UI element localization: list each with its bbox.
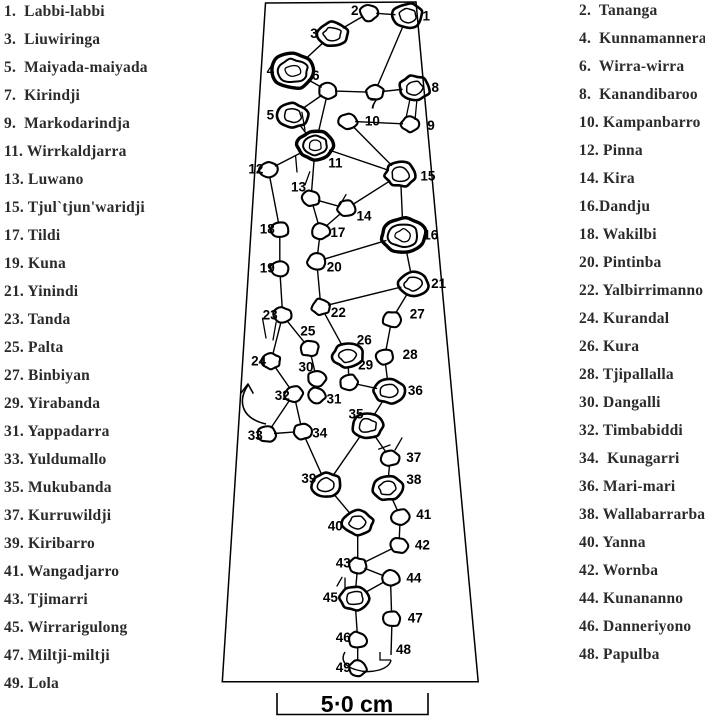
svg-text:31: 31 xyxy=(327,391,343,406)
svg-text:12: 12 xyxy=(248,162,263,177)
svg-text:18: 18 xyxy=(260,222,276,237)
svg-text:42: 42 xyxy=(415,537,430,552)
svg-text:3: 3 xyxy=(310,26,318,41)
svg-text:47: 47 xyxy=(408,611,423,626)
svg-text:29: 29 xyxy=(358,358,373,373)
svg-text:4: 4 xyxy=(267,63,275,78)
svg-text:23: 23 xyxy=(263,307,279,322)
svg-text:5: 5 xyxy=(267,108,275,123)
svg-text:25: 25 xyxy=(300,324,316,339)
svg-text:7: 7 xyxy=(370,96,378,111)
svg-text:48: 48 xyxy=(396,642,412,657)
svg-text:14: 14 xyxy=(357,208,373,223)
svg-text:10: 10 xyxy=(365,113,380,128)
svg-text:11: 11 xyxy=(328,155,343,170)
svg-text:2: 2 xyxy=(351,3,359,18)
svg-text:27: 27 xyxy=(410,307,425,322)
svg-text:41: 41 xyxy=(416,507,432,522)
svg-text:28: 28 xyxy=(403,347,419,362)
svg-text:43: 43 xyxy=(336,556,352,571)
svg-text:1: 1 xyxy=(423,9,431,24)
svg-text:5‧0 cm: 5‧0 cm xyxy=(321,691,394,717)
svg-text:21: 21 xyxy=(431,276,447,291)
svg-text:17: 17 xyxy=(330,225,345,240)
svg-text:30: 30 xyxy=(299,359,314,374)
svg-text:32: 32 xyxy=(275,388,290,403)
svg-text:9: 9 xyxy=(427,118,435,133)
svg-text:15: 15 xyxy=(420,168,436,183)
svg-text:33: 33 xyxy=(248,428,264,443)
svg-text:49: 49 xyxy=(336,660,351,675)
svg-text:24: 24 xyxy=(251,353,267,368)
svg-text:35: 35 xyxy=(349,407,365,422)
svg-text:37: 37 xyxy=(406,450,421,465)
svg-text:46: 46 xyxy=(336,630,352,645)
svg-text:39: 39 xyxy=(301,471,316,486)
svg-text:22: 22 xyxy=(331,305,346,320)
svg-text:13: 13 xyxy=(291,179,307,194)
svg-text:6: 6 xyxy=(312,68,320,83)
svg-text:34: 34 xyxy=(312,425,328,440)
svg-text:26: 26 xyxy=(357,333,373,348)
svg-text:20: 20 xyxy=(327,259,342,274)
svg-text:45: 45 xyxy=(323,590,339,605)
svg-text:36: 36 xyxy=(408,383,424,398)
svg-text:16: 16 xyxy=(423,227,439,242)
svg-text:38: 38 xyxy=(406,472,422,487)
svg-text:19: 19 xyxy=(260,261,275,276)
svg-text:8: 8 xyxy=(432,80,440,95)
svg-text:44: 44 xyxy=(406,570,422,585)
svg-text:40: 40 xyxy=(328,519,343,534)
